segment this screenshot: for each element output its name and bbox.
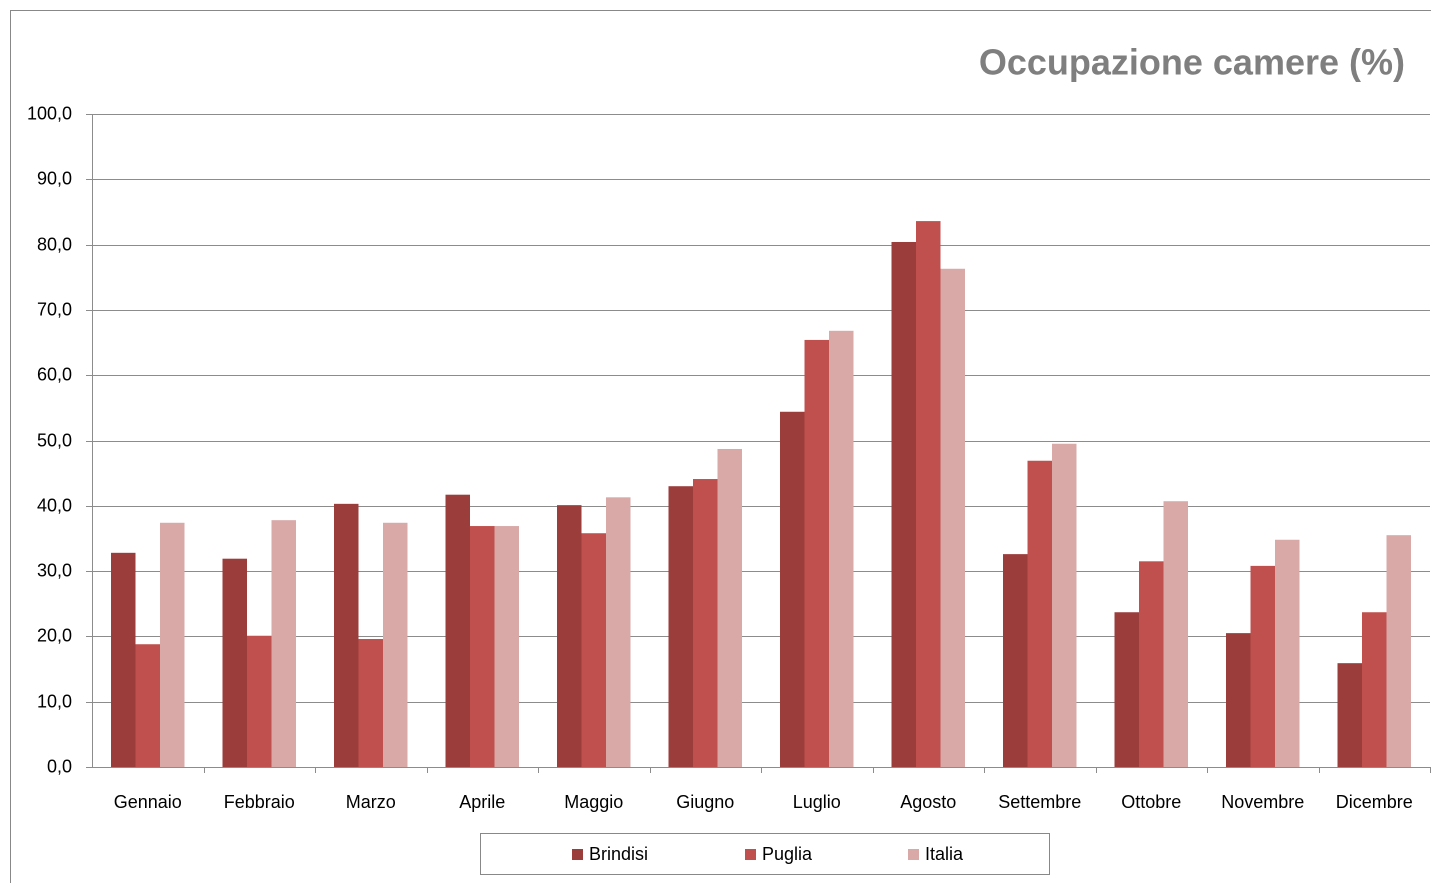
bar bbox=[668, 486, 693, 767]
x-tick-label: Settembre bbox=[998, 792, 1081, 812]
x-tick-label: Dicembre bbox=[1336, 792, 1413, 812]
bar bbox=[494, 526, 519, 767]
bar bbox=[1337, 663, 1362, 767]
x-tick-label: Giugno bbox=[676, 792, 734, 812]
x-tick-label: Luglio bbox=[793, 792, 841, 812]
x-tick-label: Febbraio bbox=[224, 792, 295, 812]
bar bbox=[717, 448, 742, 767]
bar bbox=[606, 497, 631, 767]
bar bbox=[1386, 535, 1411, 767]
bar bbox=[1275, 539, 1300, 767]
bar bbox=[160, 522, 185, 767]
legend-label: Italia bbox=[925, 844, 964, 864]
bar bbox=[470, 526, 495, 767]
y-tick-label: 30,0 bbox=[37, 560, 72, 580]
bar bbox=[1362, 612, 1387, 767]
legend-swatch bbox=[745, 849, 756, 860]
legend-swatch bbox=[572, 849, 583, 860]
bar bbox=[445, 494, 470, 767]
legend-label: Puglia bbox=[762, 844, 813, 864]
chart-title: Occupazione camere (%) bbox=[979, 42, 1405, 83]
bar bbox=[135, 644, 160, 767]
bar bbox=[271, 520, 296, 767]
x-tick-label: Agosto bbox=[900, 792, 956, 812]
bar bbox=[829, 330, 854, 767]
y-tick-label: 70,0 bbox=[37, 299, 72, 319]
bar bbox=[1250, 565, 1275, 767]
bar bbox=[1003, 554, 1028, 767]
bar bbox=[780, 411, 805, 767]
y-tick-label: 40,0 bbox=[37, 495, 72, 515]
x-tick-label: Ottobre bbox=[1121, 792, 1181, 812]
bar bbox=[916, 221, 941, 768]
bar bbox=[247, 635, 272, 767]
y-tick-label: 60,0 bbox=[37, 364, 72, 384]
y-tick-label: 90,0 bbox=[37, 168, 72, 188]
y-tick-label: 0,0 bbox=[47, 756, 72, 776]
y-tick-label: 20,0 bbox=[37, 625, 72, 645]
bar bbox=[693, 479, 718, 767]
chart-border bbox=[10, 10, 1431, 883]
x-tick-label: Aprile bbox=[459, 792, 505, 812]
y-tick-label: 10,0 bbox=[37, 691, 72, 711]
bar bbox=[581, 533, 606, 767]
bar bbox=[222, 558, 247, 767]
bar bbox=[1226, 633, 1251, 767]
x-tick-label: Maggio bbox=[564, 792, 623, 812]
bar bbox=[334, 503, 359, 767]
bar bbox=[940, 268, 965, 767]
bar bbox=[358, 639, 383, 767]
bar bbox=[111, 552, 136, 767]
bar bbox=[383, 522, 408, 767]
bar bbox=[1163, 501, 1188, 767]
legend-swatch bbox=[908, 849, 919, 860]
bar bbox=[1114, 612, 1139, 767]
legend-label: Brindisi bbox=[589, 844, 648, 864]
bar bbox=[557, 505, 582, 767]
y-tick-label: 80,0 bbox=[37, 234, 72, 254]
x-tick-label: Marzo bbox=[346, 792, 396, 812]
bar bbox=[1052, 443, 1077, 767]
bar bbox=[891, 241, 916, 767]
bar bbox=[1139, 561, 1164, 767]
bar bbox=[1027, 460, 1052, 767]
bar bbox=[804, 339, 829, 767]
x-tick-label: Gennaio bbox=[114, 792, 182, 812]
y-tick-label: 100,0 bbox=[27, 103, 72, 123]
y-tick-label: 50,0 bbox=[37, 430, 72, 450]
x-tick-label: Novembre bbox=[1221, 792, 1304, 812]
